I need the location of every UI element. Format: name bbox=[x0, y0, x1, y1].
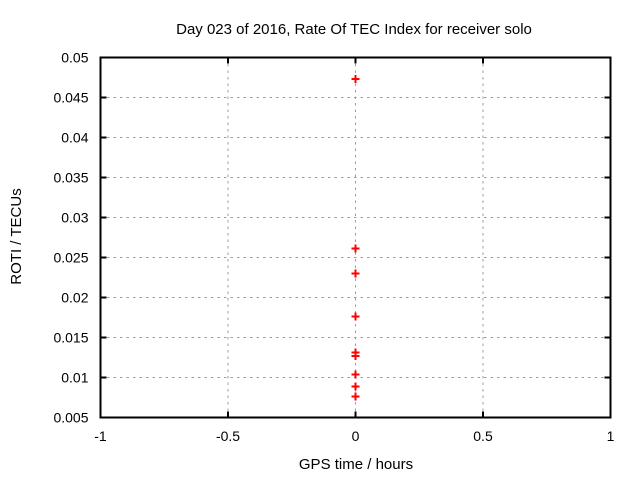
y-tick-label: 0.05 bbox=[61, 50, 88, 66]
x-tick-label: -1 bbox=[94, 428, 107, 444]
y-tick-label: 0.035 bbox=[53, 170, 88, 186]
x-tick-label: 0 bbox=[352, 428, 360, 444]
y-tick-label: 0.03 bbox=[61, 210, 88, 226]
axis-ticks bbox=[99, 56, 612, 419]
x-axis-label: GPS time / hours bbox=[299, 456, 413, 473]
gridlines bbox=[100, 57, 611, 418]
x-tick-label: 0.5 bbox=[473, 428, 493, 444]
y-tick-label: 0.005 bbox=[53, 410, 88, 426]
y-tick-label: 0.015 bbox=[53, 330, 88, 346]
y-tick-label: 0.025 bbox=[53, 250, 88, 266]
tick-labels: -1 -0.5 0 0.5 1 0.005 0.01 0.015 0.02 0.025 0.03 0.… bbox=[53, 50, 614, 445]
y-tick-label: 0.045 bbox=[53, 90, 88, 106]
data-point-marker bbox=[351, 382, 360, 391]
y-tick-label: 0.01 bbox=[61, 370, 88, 386]
data-points bbox=[351, 75, 360, 401]
y-axis-label: ROTI / TECUs bbox=[8, 188, 25, 284]
x-tick-label: -0.5 bbox=[216, 428, 240, 444]
data-point-marker bbox=[351, 269, 360, 278]
data-point-marker bbox=[351, 370, 360, 379]
data-point-marker bbox=[351, 244, 360, 253]
data-point-marker bbox=[351, 392, 360, 401]
y-tick-label: 0.04 bbox=[61, 130, 88, 146]
data-point-marker bbox=[351, 75, 360, 84]
chart-title: Day 023 of 2016, Rate Of TEC Index for r… bbox=[176, 21, 532, 38]
y-tick-label: 0.02 bbox=[61, 290, 88, 306]
x-tick-label: 1 bbox=[607, 428, 615, 444]
data-point-marker bbox=[351, 351, 360, 360]
data-point-marker bbox=[351, 312, 360, 321]
